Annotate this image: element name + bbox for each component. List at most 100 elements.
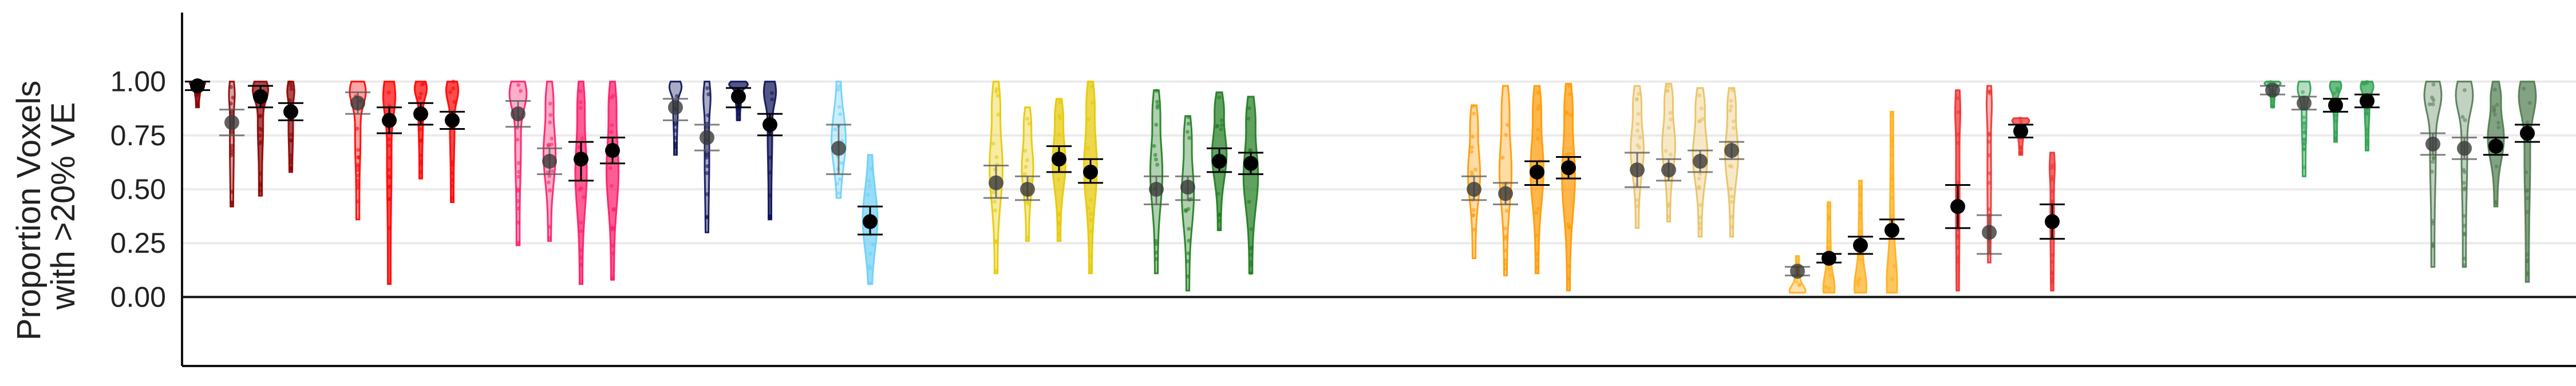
data-point	[1956, 141, 1961, 145]
data-point	[2428, 102, 2432, 106]
data-point	[835, 181, 840, 186]
mean-point	[1083, 164, 1098, 180]
data-point	[1534, 233, 1539, 238]
data-point	[1956, 180, 1961, 185]
data-point	[355, 126, 359, 131]
data-point	[1187, 238, 1191, 243]
data-point	[2524, 170, 2528, 174]
violin-group	[345, 79, 465, 285]
violin-body	[1561, 82, 1576, 292]
data-point	[2462, 224, 2467, 228]
data-point	[1666, 202, 1671, 206]
data-point	[386, 168, 391, 172]
data-point	[1089, 229, 1093, 233]
mean-point	[1212, 154, 1227, 169]
data-point	[736, 112, 741, 117]
data-point	[1469, 149, 1474, 154]
data-point	[1665, 89, 1670, 93]
data-point	[579, 220, 583, 225]
violin-group	[826, 81, 883, 285]
data-point	[1219, 127, 1223, 132]
data-point	[388, 176, 392, 180]
data-point	[1026, 202, 1031, 206]
data-point	[229, 85, 234, 89]
mean-point	[445, 113, 460, 128]
data-point	[1568, 113, 1573, 117]
data-point	[418, 170, 423, 174]
data-point	[1890, 153, 1894, 157]
y-axis-title-line-2: with >20% VE	[45, 102, 82, 311]
mean-point	[1693, 154, 1708, 169]
data-point	[1471, 134, 1475, 139]
data-point	[839, 161, 844, 165]
axes	[181, 13, 2576, 367]
violin-body	[2423, 81, 2443, 268]
mean-point	[350, 95, 365, 111]
y-tick-label: 1.00	[110, 66, 166, 98]
data-point	[2430, 169, 2434, 174]
data-point	[2431, 243, 2435, 248]
data-point	[2431, 221, 2435, 226]
violin-body	[2455, 81, 2474, 268]
data-point	[2492, 87, 2497, 91]
violin-body	[445, 81, 460, 204]
data-point	[450, 184, 455, 188]
violin-body	[2518, 81, 2537, 283]
data-point	[1504, 133, 1508, 137]
data-point	[2525, 120, 2530, 125]
data-point	[289, 87, 294, 91]
data-point	[994, 155, 999, 160]
data-point	[1566, 264, 1571, 269]
violin-group	[1945, 85, 2065, 292]
data-point	[837, 84, 841, 89]
data-point	[705, 153, 709, 157]
data-point	[1698, 226, 1702, 230]
data-point	[770, 97, 775, 102]
data-point	[450, 196, 455, 201]
data-point	[2494, 201, 2498, 205]
data-point	[673, 145, 678, 149]
data-point	[1955, 96, 1959, 101]
mean-point	[2045, 214, 2060, 229]
data-point	[1471, 208, 1476, 212]
data-point	[609, 184, 614, 188]
data-point	[705, 192, 710, 197]
data-point	[1858, 257, 1863, 262]
mean-point	[224, 115, 239, 130]
data-point	[611, 251, 615, 256]
y-tick-labels: 0.00 0.25 0.50 0.75 1.00	[110, 66, 166, 313]
y-tick-label: 0.50	[110, 173, 166, 205]
data-point	[768, 156, 772, 160]
data-point	[1023, 172, 1027, 177]
data-point	[2301, 116, 2306, 120]
data-point	[1827, 286, 1831, 291]
data-point	[1890, 139, 1894, 144]
data-point	[579, 248, 583, 252]
data-point	[991, 190, 996, 194]
data-point	[1472, 228, 1476, 232]
data-point	[1666, 84, 1671, 89]
data-point	[1535, 265, 1539, 270]
data-point	[2365, 133, 2369, 137]
data-point	[1955, 245, 1960, 250]
data-point	[418, 127, 422, 132]
data-point	[1795, 258, 1800, 262]
data-point	[1503, 266, 1508, 271]
data-point	[1023, 149, 1028, 153]
mean-point	[1853, 237, 1868, 253]
data-point	[1827, 266, 1831, 271]
data-point	[768, 214, 772, 219]
data-point	[547, 236, 552, 240]
data-point	[1057, 221, 1061, 225]
data-point	[996, 112, 1001, 117]
data-point	[230, 203, 234, 208]
data-point	[2431, 82, 2436, 87]
data-point	[1729, 104, 1733, 109]
data-point	[868, 252, 873, 256]
data-point	[1636, 112, 1641, 116]
data-point	[2301, 90, 2305, 94]
data-point	[1025, 117, 1030, 121]
violin-body	[1180, 115, 1195, 292]
data-point	[1155, 100, 1159, 104]
